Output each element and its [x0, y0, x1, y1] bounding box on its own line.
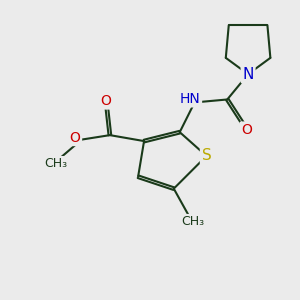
- Text: CH₃: CH₃: [44, 158, 67, 170]
- Text: S: S: [202, 148, 211, 164]
- Text: O: O: [241, 123, 252, 137]
- Text: O: O: [100, 94, 111, 108]
- Text: CH₃: CH₃: [182, 215, 205, 228]
- Text: N: N: [242, 67, 254, 82]
- Text: HN: HN: [180, 92, 200, 106]
- Text: O: O: [70, 130, 80, 145]
